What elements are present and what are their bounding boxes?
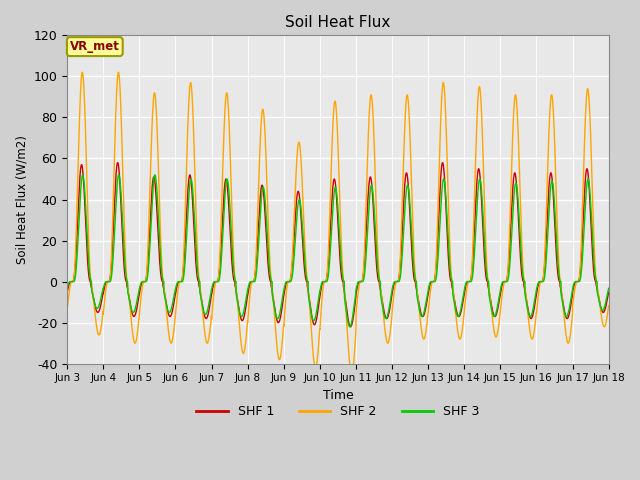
Y-axis label: Soil Heat Flux (W/m2): Soil Heat Flux (W/m2) <box>15 135 28 264</box>
SHF 3 <box>79 172 86 178</box>
Line: SHF 2: SHF 2 <box>67 72 609 374</box>
SHF 2 <box>271 319 279 324</box>
SHF 2 <box>79 70 86 75</box>
SHF 2 <box>595 290 602 296</box>
SHF 2 <box>348 371 355 377</box>
SHF 3 <box>63 285 71 291</box>
SHF 2 <box>605 303 612 309</box>
SHF 2 <box>125 295 133 300</box>
SHF 1 <box>536 279 544 285</box>
SHF 3 <box>294 199 302 204</box>
SHF 1 <box>157 275 165 280</box>
SHF 2 <box>157 250 165 255</box>
Line: SHF 3: SHF 3 <box>67 175 609 327</box>
Text: VR_met: VR_met <box>70 40 120 53</box>
SHF 3 <box>536 279 544 285</box>
SHF 3 <box>271 309 279 314</box>
SHF 1 <box>595 292 602 298</box>
X-axis label: Time: Time <box>323 389 353 402</box>
SHF 3 <box>595 295 602 300</box>
SHF 1 <box>114 160 122 166</box>
SHF 1 <box>125 294 133 300</box>
SHF 1 <box>63 289 71 295</box>
SHF 2 <box>63 307 71 313</box>
SHF 3 <box>125 296 133 302</box>
SHF 1 <box>294 189 302 194</box>
Line: SHF 1: SHF 1 <box>67 163 609 327</box>
SHF 3 <box>605 286 612 291</box>
SHF 1 <box>271 307 279 313</box>
SHF 1 <box>605 289 612 295</box>
Legend: SHF 1, SHF 2, SHF 3: SHF 1, SHF 2, SHF 3 <box>191 400 484 423</box>
SHF 1 <box>347 324 355 330</box>
SHF 2 <box>294 140 302 146</box>
SHF 3 <box>157 264 165 270</box>
SHF 3 <box>346 324 353 330</box>
Title: Soil Heat Flux: Soil Heat Flux <box>285 15 390 30</box>
SHF 2 <box>536 281 544 287</box>
